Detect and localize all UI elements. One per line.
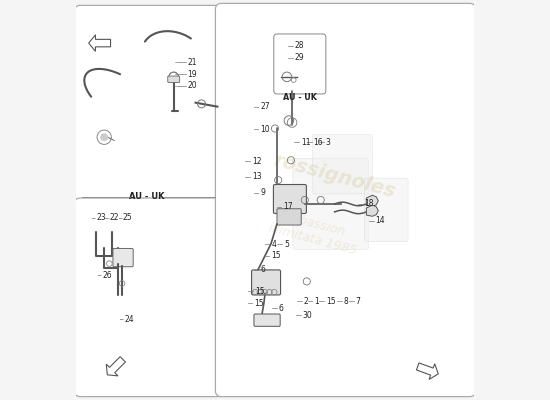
Text: 9: 9	[260, 188, 265, 197]
Polygon shape	[106, 357, 125, 376]
FancyBboxPatch shape	[113, 248, 133, 267]
Text: 15: 15	[326, 297, 336, 306]
Text: AU - UK: AU - UK	[283, 93, 317, 102]
Text: 3: 3	[326, 138, 331, 147]
FancyBboxPatch shape	[251, 270, 280, 295]
Circle shape	[101, 134, 108, 141]
FancyBboxPatch shape	[274, 34, 326, 94]
FancyBboxPatch shape	[254, 314, 280, 326]
Text: rossignoles: rossignoles	[272, 151, 398, 202]
Text: 25: 25	[123, 213, 133, 222]
FancyBboxPatch shape	[74, 198, 223, 397]
Text: 4: 4	[272, 240, 276, 249]
Text: 28: 28	[295, 41, 304, 50]
Polygon shape	[89, 35, 111, 51]
FancyBboxPatch shape	[216, 3, 476, 397]
FancyBboxPatch shape	[293, 158, 369, 250]
Text: 18: 18	[364, 200, 374, 208]
Text: 7: 7	[356, 297, 360, 306]
Text: 5: 5	[284, 240, 289, 249]
FancyBboxPatch shape	[74, 5, 223, 204]
Polygon shape	[366, 205, 378, 216]
Text: 16: 16	[314, 138, 323, 147]
Text: 10: 10	[260, 125, 270, 134]
Text: 27: 27	[260, 102, 270, 111]
Text: 6: 6	[260, 265, 265, 274]
Text: 22: 22	[109, 213, 119, 222]
Text: 26: 26	[102, 271, 112, 280]
Text: 23: 23	[96, 213, 106, 222]
FancyBboxPatch shape	[273, 184, 306, 214]
Text: 15: 15	[255, 287, 265, 296]
Text: 15: 15	[272, 251, 281, 260]
Text: 15: 15	[254, 299, 264, 308]
Text: 8: 8	[344, 297, 349, 306]
Text: 20: 20	[188, 82, 197, 90]
Text: 30: 30	[303, 311, 312, 320]
Text: 1: 1	[315, 297, 319, 306]
Text: 12: 12	[252, 156, 261, 166]
FancyBboxPatch shape	[168, 76, 180, 82]
Text: 21: 21	[188, 58, 197, 67]
Text: 6: 6	[279, 304, 284, 312]
Polygon shape	[416, 363, 438, 380]
Text: 24: 24	[124, 315, 134, 324]
Text: 19: 19	[188, 70, 197, 78]
Text: 13: 13	[252, 172, 262, 182]
FancyBboxPatch shape	[364, 178, 408, 242]
Text: AU - UK: AU - UK	[129, 192, 165, 201]
Text: 11: 11	[301, 138, 310, 147]
Text: 29: 29	[295, 53, 305, 62]
Polygon shape	[366, 195, 378, 206]
FancyBboxPatch shape	[313, 134, 372, 194]
Text: a passion
illimitata 1985: a passion illimitata 1985	[267, 206, 362, 257]
Text: 17: 17	[283, 202, 293, 211]
FancyBboxPatch shape	[277, 209, 301, 225]
Text: 2: 2	[304, 297, 309, 306]
Text: 14: 14	[376, 216, 385, 225]
